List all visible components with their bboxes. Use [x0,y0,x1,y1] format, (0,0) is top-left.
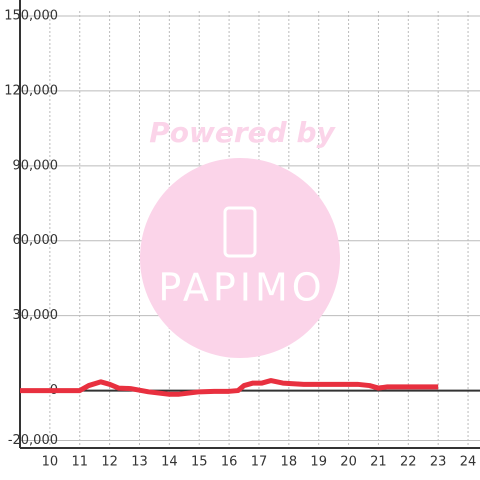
x-tick-label: 10 [42,455,59,470]
x-tick-label: 12 [101,455,118,470]
x-tick-label: 20 [340,455,357,470]
y-tick-label: 120,000 [4,83,58,98]
watermark-text: Powered by [149,116,336,149]
data-line [20,378,439,397]
watermark-logo: PAPIMO [158,266,325,310]
x-tick-label: 11 [71,455,88,470]
x-tick-label: 17 [251,455,268,470]
x-tick-label: 18 [281,455,298,470]
x-tick-label: 21 [370,455,387,470]
y-tick-label: -20,000 [8,433,58,448]
x-tick-label: 14 [161,455,178,470]
x-tick-label: 13 [131,455,148,470]
x-tick-label: 22 [400,455,417,470]
x-tick-label: 15 [191,455,208,470]
x-tick-label: 23 [430,455,447,470]
y-tick-label: 150,000 [4,8,58,23]
y-tick-label: 30,000 [13,308,59,323]
y-tick-label: 60,000 [13,233,59,248]
watermark-phone [223,206,257,258]
x-tick-label: 16 [221,455,238,470]
x-tick-label: 19 [310,455,327,470]
x-tick-label: 24 [460,455,477,470]
watermark-circle [140,158,340,358]
y-tick-label: 90,000 [13,158,59,173]
